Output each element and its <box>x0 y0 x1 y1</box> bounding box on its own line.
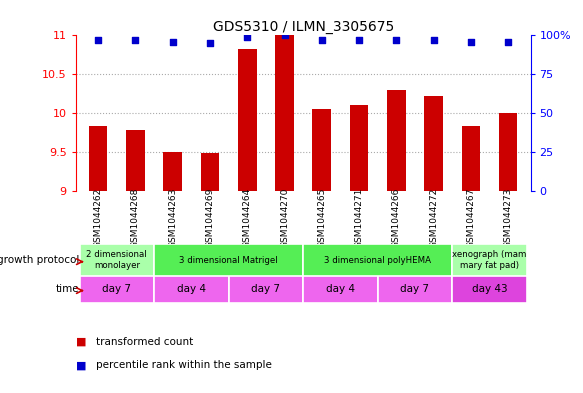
Text: GSM1044268: GSM1044268 <box>131 187 140 248</box>
Text: day 4: day 4 <box>177 284 206 294</box>
Point <box>429 37 438 43</box>
Text: day 7: day 7 <box>401 284 430 294</box>
Bar <box>303 276 378 303</box>
Bar <box>201 153 219 191</box>
Bar <box>387 90 406 191</box>
Text: xenograph (mam
mary fat pad): xenograph (mam mary fat pad) <box>452 250 526 270</box>
Text: day 7: day 7 <box>251 284 280 294</box>
Text: GSM1044269: GSM1044269 <box>205 187 215 248</box>
Bar <box>350 105 368 191</box>
Bar <box>275 35 294 191</box>
Point <box>131 37 140 43</box>
Text: GSM1044267: GSM1044267 <box>466 187 475 248</box>
Point <box>93 37 103 43</box>
Bar <box>499 113 518 191</box>
Text: growth protocol: growth protocol <box>0 255 79 265</box>
Bar <box>424 96 443 191</box>
Text: 3 dimensional polyHEMA: 3 dimensional polyHEMA <box>324 255 431 264</box>
Text: GSM1044272: GSM1044272 <box>429 187 438 248</box>
Bar <box>79 276 154 303</box>
Text: ■: ■ <box>76 360 86 371</box>
Point <box>205 40 215 46</box>
Bar <box>452 244 527 276</box>
Bar <box>163 152 182 191</box>
Text: GSM1044263: GSM1044263 <box>168 187 177 248</box>
Text: GSM1044271: GSM1044271 <box>354 187 364 248</box>
Point <box>243 34 252 40</box>
Point <box>466 39 476 45</box>
Text: GSM1044265: GSM1044265 <box>317 187 326 248</box>
Bar <box>312 109 331 191</box>
Bar <box>89 126 107 191</box>
Bar <box>79 244 154 276</box>
Bar <box>154 276 229 303</box>
Text: time: time <box>56 284 79 294</box>
Point <box>354 37 364 43</box>
Bar <box>126 130 145 191</box>
Bar <box>154 244 303 276</box>
Text: 2 dimensional
monolayer: 2 dimensional monolayer <box>86 250 147 270</box>
Point <box>317 37 326 43</box>
Text: GSM1044264: GSM1044264 <box>243 187 252 248</box>
Text: GSM1044266: GSM1044266 <box>392 187 401 248</box>
Text: 3 dimensional Matrigel: 3 dimensional Matrigel <box>180 255 278 264</box>
Text: ■: ■ <box>76 337 86 347</box>
Text: GSM1044270: GSM1044270 <box>280 187 289 248</box>
Bar <box>229 276 303 303</box>
Bar <box>462 126 480 191</box>
Text: GSM1044273: GSM1044273 <box>504 187 512 248</box>
Text: day 7: day 7 <box>102 284 131 294</box>
Bar <box>452 276 527 303</box>
Text: GSM1044262: GSM1044262 <box>94 187 103 248</box>
Point <box>168 39 177 45</box>
Point <box>392 37 401 43</box>
Point <box>504 39 513 45</box>
Bar <box>303 244 452 276</box>
Text: day 43: day 43 <box>472 284 507 294</box>
Bar <box>378 276 452 303</box>
Point <box>280 32 289 39</box>
Bar <box>238 49 257 191</box>
Text: day 4: day 4 <box>326 284 355 294</box>
Text: percentile rank within the sample: percentile rank within the sample <box>96 360 272 371</box>
Title: GDS5310 / ILMN_3305675: GDS5310 / ILMN_3305675 <box>213 20 394 34</box>
Text: transformed count: transformed count <box>96 337 194 347</box>
